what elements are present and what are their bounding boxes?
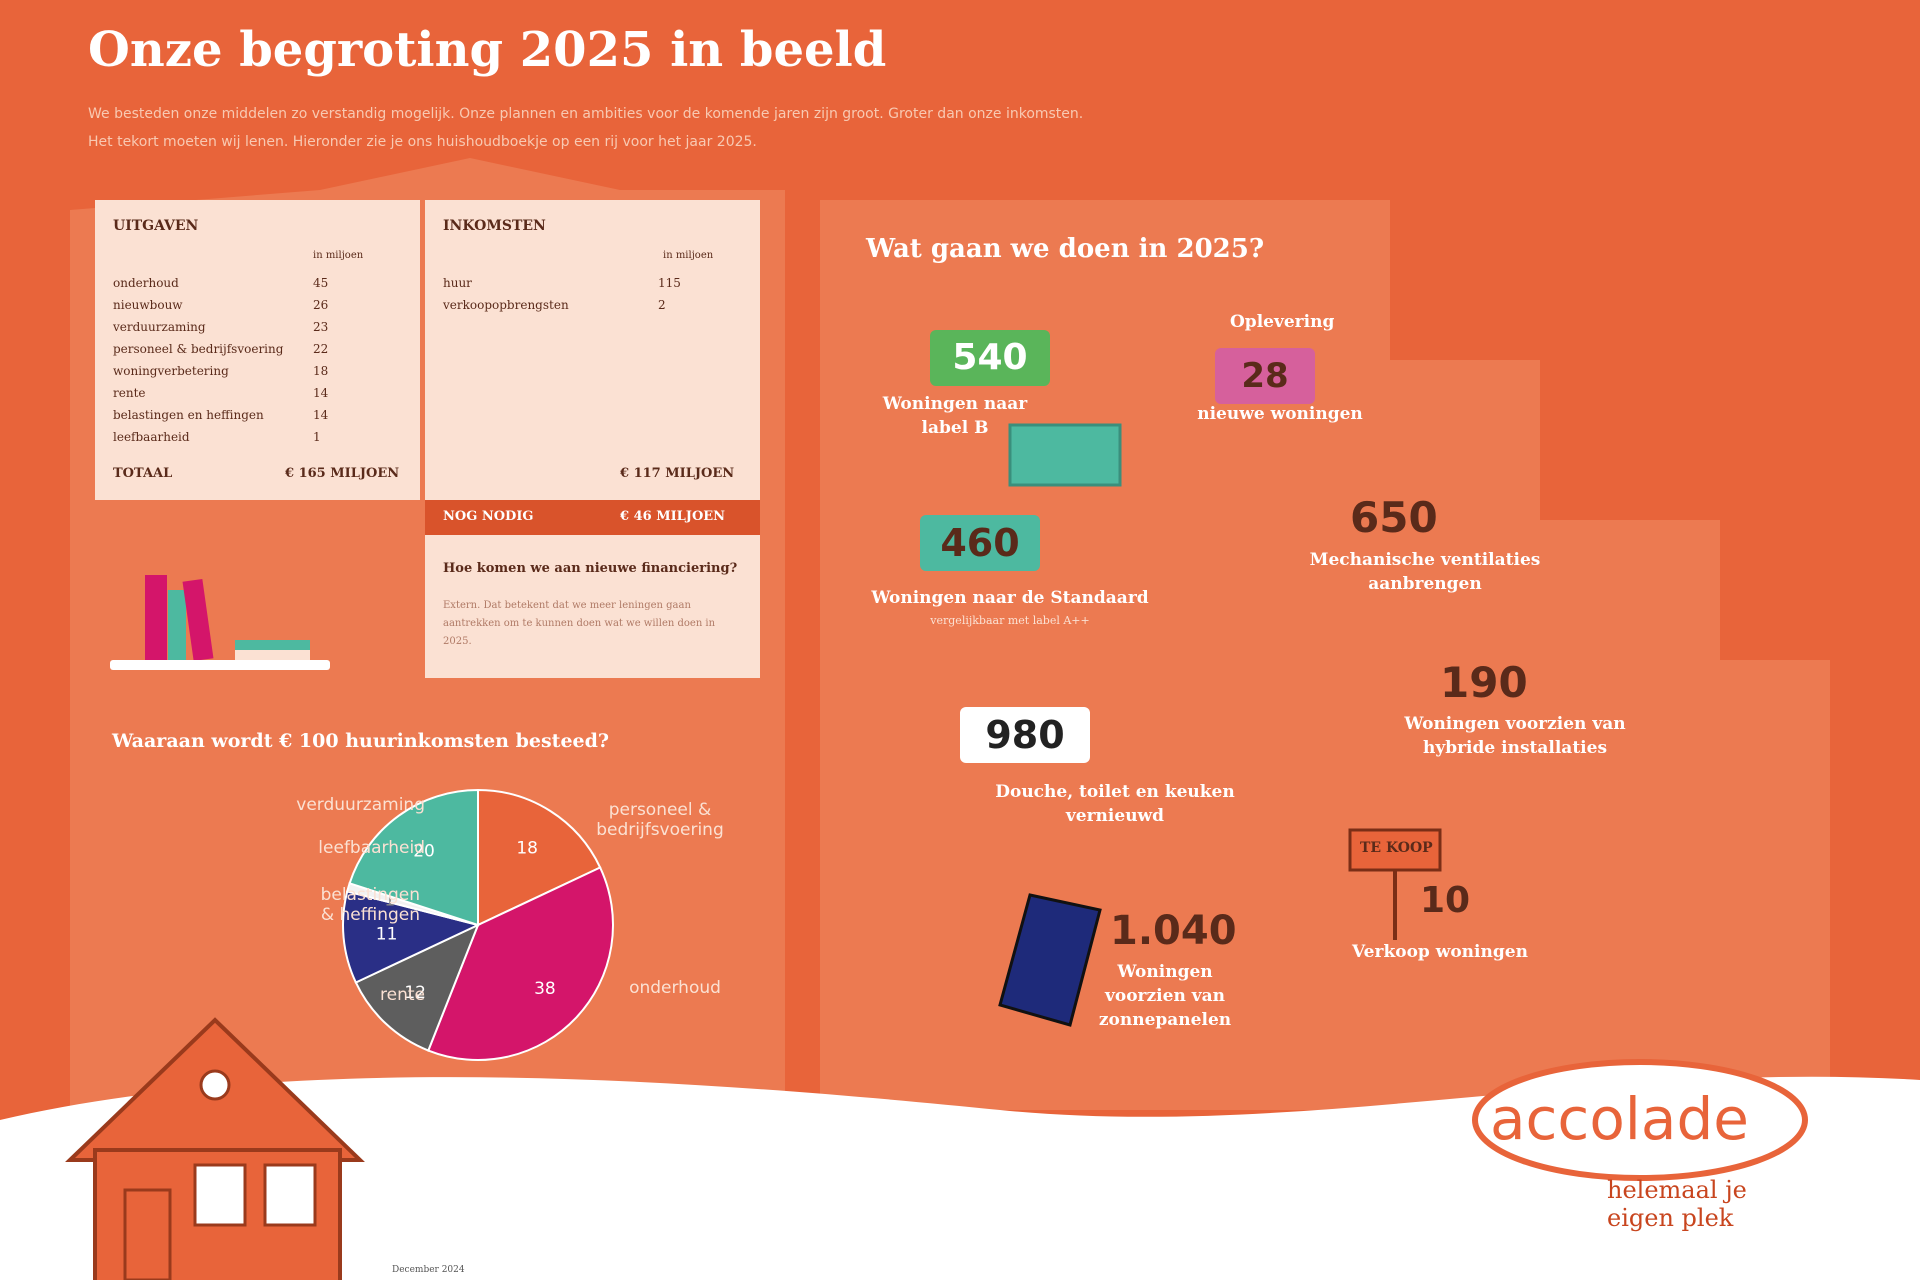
row-label: leefbaarheid [113, 430, 190, 444]
plan-number: 10 [1420, 880, 1471, 921]
table-row: rente 14 [113, 386, 413, 408]
pie-category: leefbaarheid [318, 838, 425, 858]
pie-category: belastingen & heffingen [320, 885, 420, 925]
pie-slice [477, 788, 602, 927]
total: € 165 MILJOEN [285, 466, 400, 481]
shortfall-amount: € 46 MILJOEN [620, 509, 726, 524]
row-label: rente [113, 386, 146, 400]
plan-label: Woningen voorzien van hybride installati… [1404, 714, 1626, 758]
row-label: personeel & bedrijfsvoering [113, 342, 284, 356]
table-row: onderhoud 45 [113, 276, 413, 298]
pie-category: verduurzaming [296, 795, 425, 815]
plan-label: Woningen naar label B [882, 394, 1028, 438]
plans-title: Wat gaan we doen in 2025? [866, 234, 1265, 264]
answer: Extern. Dat betekent dat we meer leninge… [443, 600, 716, 647]
question: Hoe komen we aan nieuwe financiering? [443, 561, 738, 576]
table-row: huur 115 [443, 276, 743, 298]
row-value: 14 [313, 386, 329, 400]
title: Onze begroting 2025 in beeld [88, 22, 887, 78]
table-row: woningverbetering 18 [113, 364, 413, 386]
plan-note: vergelijkbaar met label A++ [930, 614, 1090, 627]
pie-category: rente [380, 985, 425, 1005]
row-value: 14 [313, 408, 329, 422]
table-heading: INKOMSTEN [443, 218, 546, 234]
unit: in miljoen [663, 250, 714, 261]
row-value: 45 [313, 276, 329, 290]
plan-number: 460 [920, 515, 1040, 571]
row-label: belastingen en heffingen [113, 408, 264, 422]
plan-number: 540 [930, 330, 1050, 386]
intro: We besteden onze middelen zo verstandig … [88, 106, 1084, 150]
row-label: woningverbetering [113, 364, 229, 378]
pie-value: 11 [376, 925, 398, 945]
row-value: 18 [313, 364, 329, 378]
table-heading: UITGAVEN [113, 218, 199, 234]
row-value: 22 [313, 342, 329, 356]
plan-label: Woningen naar de Standaard [871, 588, 1149, 608]
row-label: huur [443, 276, 472, 290]
pie-category: onderhoud [629, 978, 721, 998]
expenses-table: UITGAVEN in miljoen TOTAAL € 165 MILJOEN… [95, 200, 420, 500]
pie-slice [427, 866, 614, 1061]
row-label: onderhoud [113, 276, 179, 290]
row-value: 1 [313, 430, 321, 444]
pie-slice [354, 923, 480, 1052]
pie-category: personeel & bedrijfsvoering [596, 800, 724, 840]
row-value: 23 [313, 320, 329, 334]
shortfall-label: NOG NODIG [443, 509, 534, 524]
table-row: leefbaarheid 1 [113, 430, 413, 452]
pie-value: 20 [413, 842, 435, 862]
row-value: 26 [313, 298, 329, 312]
plan-label: Woningen voorzien van zonnepanelen [1098, 962, 1232, 1030]
tagline: helemaal je eigen plek [1607, 1176, 1747, 1232]
pie-slice [348, 788, 479, 927]
table-row: belastingen en heffingen 14 [113, 408, 413, 430]
total-label: TOTAAL [113, 466, 173, 481]
row-value: 115 [658, 276, 681, 290]
plan-kicker: Oplevering [1230, 312, 1335, 332]
plan-number: 28 [1215, 348, 1315, 404]
plan-label: Mechanische ventilaties aanbrengen [1309, 550, 1541, 594]
date: December 2024 [392, 1265, 465, 1275]
logo: accolade [1490, 1085, 1749, 1153]
pie-value: 18 [516, 838, 538, 858]
income-table: INKOMSTEN in miljoen € 117 MILJOEN huur 1… [425, 200, 760, 500]
row-label: verduurzaming [113, 320, 206, 334]
table-row: nieuwbouw 26 [113, 298, 413, 320]
plan-number: 1.040 [1110, 908, 1237, 954]
unit: in miljoen [313, 250, 364, 261]
row-label: verkoopopbrengsten [443, 298, 569, 312]
table-row: personeel & bedrijfsvoering 22 [113, 342, 413, 364]
table-row: verkoopopbrengsten 2 [443, 298, 743, 320]
pie-title: Waaraan wordt € 100 huurinkomsten bestee… [112, 730, 610, 752]
plan-label: nieuwe woningen [1197, 404, 1363, 424]
pie-value: 1 [384, 890, 395, 910]
financing-box: Hoe komen we aan nieuwe financiering? Ex… [425, 535, 760, 678]
pie-value: 38 [534, 979, 556, 999]
row-label: nieuwbouw [113, 298, 183, 312]
table-row: verduurzaming 23 [113, 320, 413, 342]
shortfall-bar: NOG NODIG € 46 MILJOEN [425, 500, 760, 535]
plan-number: 650 [1350, 493, 1438, 542]
pie-value: 12 [404, 983, 426, 1003]
row-value: 2 [658, 298, 666, 312]
plan-label: Douche, toilet en keuken vernieuwd [995, 782, 1235, 826]
plan-kicker: TE KOOP [1360, 840, 1433, 856]
plan-number: 190 [1440, 658, 1528, 707]
total: € 117 MILJOEN [620, 466, 735, 481]
pie-slice [342, 890, 481, 984]
plan-number: 980 [960, 707, 1090, 763]
plan-label: Verkoop woningen [1352, 942, 1528, 962]
